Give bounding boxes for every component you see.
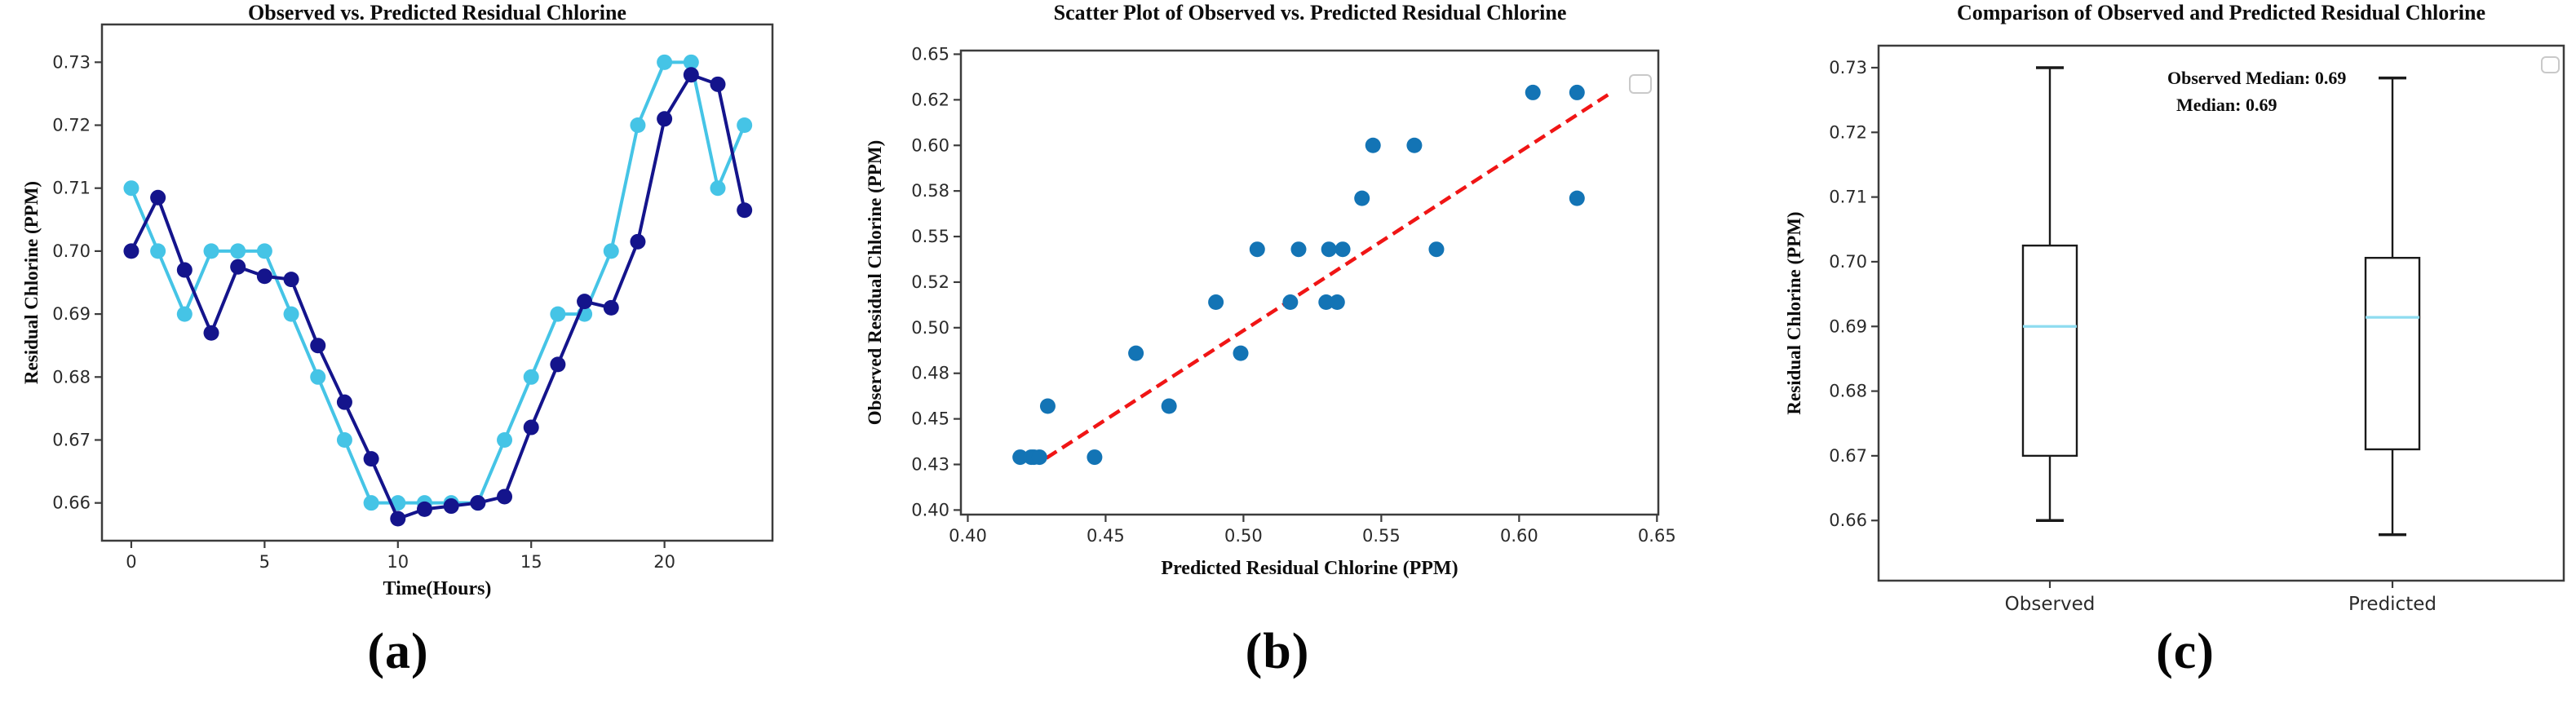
x-axis-label-b: Predicted Residual Chlorine (PPM) <box>1161 558 1458 579</box>
panel-b-caption: (b) <box>1245 624 1310 679</box>
plot-border <box>1877 44 2565 582</box>
category-label-predicted: Predicted <box>2348 594 2437 615</box>
svg-text:0.70: 0.70 <box>1829 252 1867 272</box>
svg-text:0.60: 0.60 <box>1500 526 1538 546</box>
legend-box <box>2541 56 2560 73</box>
svg-text:0.69: 0.69 <box>52 304 91 324</box>
svg-text:0.40: 0.40 <box>911 500 949 519</box>
svg-text:0.62: 0.62 <box>911 90 949 109</box>
series-predicted <box>123 67 753 527</box>
svg-text:Median: 0.69: Median: 0.69 <box>2176 95 2277 115</box>
svg-text:0.50: 0.50 <box>911 318 949 338</box>
svg-text:0.45: 0.45 <box>911 409 949 429</box>
chart-title-b: Scatter Plot of Observed vs. Predicted R… <box>1054 1 1567 24</box>
svg-text:0.66: 0.66 <box>1829 511 1867 530</box>
svg-text:0: 0 <box>126 552 136 572</box>
category-label-observed: Observed <box>2005 594 2096 615</box>
boxplot-observed-vs-predicted: 0.66 0.67 0.68 0.69 0.70 0.71 0.72 0.73 Comparis… <box>1784 1 2565 615</box>
svg-text:0.60: 0.60 <box>911 135 949 155</box>
median-annotation: Observed Median: 0.69 Median: 0.69 <box>2167 68 2346 115</box>
svg-text:0.73: 0.73 <box>52 52 91 72</box>
y-ticks: 0.40 0.43 0.45 0.48 0.50 0.52 0.55 0.58 0.60 0.62… <box>911 44 961 519</box>
svg-text:Observed Median: 0.69: Observed Median: 0.69 <box>2167 68 2346 88</box>
scatter-points <box>1012 84 1585 466</box>
legend-box <box>1629 74 1652 94</box>
svg-text:5: 5 <box>259 552 270 572</box>
chart-title-c: Comparison of Observed and Predicted Res… <box>1957 1 2485 24</box>
line-chart-observed-vs-predicted: 0.66 0.67 0.68 0.69 0.70 0.71 0.72 0.73 0 5 10 15 20… <box>21 1 774 599</box>
panel-c-caption: (c) <box>2156 624 2215 679</box>
svg-text:20: 20 <box>653 552 675 572</box>
svg-text:0.65: 0.65 <box>911 44 949 64</box>
svg-text:0.68: 0.68 <box>52 367 91 387</box>
scatter-chart-observed-vs-predicted: 0.40 0.43 0.45 0.48 0.50 0.52 0.55 0.58 0.60 0.62… <box>865 1 1676 579</box>
series-observed <box>123 54 753 511</box>
svg-text:0.71: 0.71 <box>52 179 91 198</box>
box-observed <box>2021 66 2078 588</box>
svg-text:0.50: 0.50 <box>1224 526 1263 546</box>
svg-text:0.66: 0.66 <box>52 493 91 513</box>
svg-text:0.58: 0.58 <box>911 181 949 201</box>
svg-text:10: 10 <box>387 552 409 572</box>
y-ticks: 0.66 0.67 0.68 0.69 0.70 0.71 0.72 0.73 <box>1829 58 1879 530</box>
y-axis-label-a: Residual Chlorine (PPM) <box>21 181 42 384</box>
svg-text:0.52: 0.52 <box>911 272 949 292</box>
svg-text:15: 15 <box>520 552 542 572</box>
svg-text:0.67: 0.67 <box>1829 446 1867 466</box>
svg-text:0.55: 0.55 <box>911 227 949 246</box>
svg-text:0.71: 0.71 <box>1829 188 1867 207</box>
svg-text:0.72: 0.72 <box>1829 122 1867 142</box>
svg-text:0.55: 0.55 <box>1362 526 1401 546</box>
svg-text:0.48: 0.48 <box>911 364 949 383</box>
svg-text:0.40: 0.40 <box>949 526 987 546</box>
x-ticks: 0 5 10 15 20 <box>126 541 675 572</box>
svg-text:0.72: 0.72 <box>52 116 91 135</box>
y-axis-label-c: Residual Chlorine (PPM) <box>1784 211 1804 414</box>
svg-text:0.73: 0.73 <box>1829 58 1867 77</box>
plot-border <box>959 49 1660 516</box>
svg-text:0.69: 0.69 <box>1829 316 1867 336</box>
plot-border <box>100 23 774 542</box>
y-axis-label-b: Observed Residual Chlorine (PPM) <box>865 140 885 425</box>
svg-text:0.70: 0.70 <box>52 241 91 261</box>
x-axis-label-a: Time(Hours) <box>383 578 492 599</box>
svg-text:0.65: 0.65 <box>1638 526 1676 546</box>
box-predicted <box>2364 76 2421 588</box>
svg-text:0.68: 0.68 <box>1829 382 1867 401</box>
chart-title-a: Observed vs. Predicted Residual Chlorine <box>248 1 626 24</box>
panel-a-caption: (a) <box>367 624 429 679</box>
svg-text:0.43: 0.43 <box>911 455 949 475</box>
svg-text:0.45: 0.45 <box>1087 526 1125 546</box>
y-ticks: 0.66 0.67 0.68 0.69 0.70 0.71 0.72 0.73 <box>52 52 102 513</box>
x-ticks: 0.40 0.45 0.50 0.55 0.60 0.65 <box>949 515 1676 546</box>
svg-text:0.67: 0.67 <box>52 430 91 449</box>
